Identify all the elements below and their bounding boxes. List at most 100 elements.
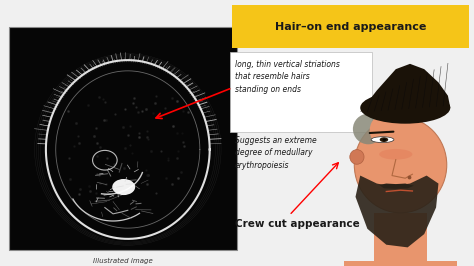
Point bbox=[174, 176, 182, 180]
Point bbox=[168, 182, 176, 186]
Point bbox=[143, 128, 151, 133]
Point bbox=[96, 144, 103, 149]
Point bbox=[181, 144, 188, 148]
FancyBboxPatch shape bbox=[374, 213, 427, 266]
Point bbox=[162, 176, 170, 180]
Ellipse shape bbox=[112, 179, 135, 195]
Point bbox=[168, 96, 176, 100]
Ellipse shape bbox=[379, 149, 412, 160]
Point bbox=[84, 103, 91, 107]
Point bbox=[143, 135, 151, 139]
Point bbox=[75, 141, 82, 146]
Point bbox=[149, 111, 156, 115]
Point bbox=[144, 137, 152, 142]
Text: long, thin vertical striations
that resemble hairs
standing on ends: long, thin vertical striations that rese… bbox=[235, 60, 339, 94]
Point bbox=[127, 143, 134, 147]
Point bbox=[118, 188, 125, 192]
FancyBboxPatch shape bbox=[230, 52, 372, 132]
Point bbox=[64, 109, 72, 113]
Text: Illustrated image: Illustrated image bbox=[93, 258, 153, 264]
Point bbox=[109, 186, 117, 190]
Point bbox=[101, 99, 109, 104]
Point bbox=[110, 161, 118, 166]
Point bbox=[173, 131, 181, 135]
Point bbox=[93, 172, 100, 176]
Point bbox=[173, 99, 181, 103]
Point bbox=[164, 157, 172, 162]
Point bbox=[138, 109, 146, 113]
Point bbox=[157, 149, 165, 153]
Point bbox=[145, 173, 152, 177]
Point bbox=[71, 144, 78, 149]
Ellipse shape bbox=[370, 117, 389, 144]
Point bbox=[120, 166, 128, 171]
Point bbox=[173, 156, 181, 160]
Point bbox=[174, 148, 182, 153]
Point bbox=[122, 146, 129, 150]
Point bbox=[99, 97, 106, 101]
FancyBboxPatch shape bbox=[9, 27, 237, 250]
Point bbox=[405, 175, 413, 179]
Point bbox=[103, 156, 110, 160]
Point bbox=[180, 140, 187, 144]
Point bbox=[73, 121, 80, 125]
Point bbox=[91, 134, 98, 138]
Point bbox=[102, 118, 110, 122]
Point bbox=[131, 96, 138, 100]
Point bbox=[95, 173, 103, 177]
Text: Suggests an extreme
degree of medullary
erythropoiesis: Suggests an extreme degree of medullary … bbox=[235, 136, 316, 170]
Polygon shape bbox=[360, 64, 450, 112]
Point bbox=[136, 131, 143, 135]
Point bbox=[164, 156, 172, 160]
Point bbox=[75, 192, 83, 196]
Point bbox=[144, 173, 151, 177]
Point bbox=[93, 154, 100, 159]
Point bbox=[77, 187, 84, 191]
FancyBboxPatch shape bbox=[232, 5, 469, 48]
Point bbox=[153, 94, 160, 98]
Point bbox=[95, 95, 103, 99]
Point bbox=[184, 110, 191, 114]
Point bbox=[111, 112, 118, 117]
Text: Crew cut appearance: Crew cut appearance bbox=[235, 219, 359, 230]
Point bbox=[142, 168, 150, 172]
FancyBboxPatch shape bbox=[344, 261, 457, 266]
Ellipse shape bbox=[383, 139, 386, 141]
Point bbox=[142, 106, 150, 111]
Point bbox=[92, 190, 100, 195]
Point bbox=[87, 189, 94, 194]
Point bbox=[121, 106, 128, 111]
Text: Hair–on end appearance: Hair–on end appearance bbox=[275, 22, 427, 32]
Point bbox=[127, 124, 134, 128]
Point bbox=[147, 149, 155, 153]
Point bbox=[119, 125, 127, 129]
Point bbox=[124, 133, 132, 138]
Point bbox=[128, 151, 136, 155]
Point bbox=[129, 101, 137, 105]
Polygon shape bbox=[356, 176, 438, 247]
Point bbox=[85, 184, 93, 188]
Point bbox=[178, 170, 185, 174]
Ellipse shape bbox=[360, 92, 450, 124]
Polygon shape bbox=[379, 184, 414, 189]
Point bbox=[135, 135, 142, 139]
Point bbox=[152, 190, 159, 195]
Point bbox=[96, 181, 104, 185]
Point bbox=[66, 177, 74, 181]
Ellipse shape bbox=[353, 114, 383, 144]
Point bbox=[135, 110, 142, 114]
Point bbox=[92, 126, 100, 130]
Point bbox=[161, 106, 169, 110]
Point bbox=[93, 140, 101, 145]
Ellipse shape bbox=[354, 117, 447, 213]
Ellipse shape bbox=[350, 149, 364, 164]
Point bbox=[143, 182, 151, 186]
Point bbox=[132, 105, 139, 109]
Point bbox=[65, 156, 73, 160]
Ellipse shape bbox=[380, 137, 388, 142]
Point bbox=[179, 131, 186, 135]
Point bbox=[156, 113, 164, 117]
Point bbox=[170, 124, 177, 128]
Point bbox=[102, 182, 110, 186]
Point bbox=[100, 118, 108, 122]
